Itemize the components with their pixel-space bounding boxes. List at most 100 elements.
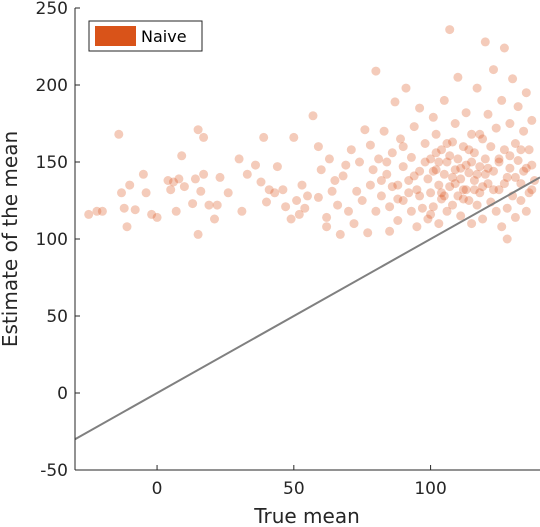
data-point	[502, 172, 512, 182]
y-tick-label: -50	[40, 461, 68, 481]
data-point	[393, 194, 403, 204]
data-point	[516, 196, 526, 205]
data-point	[453, 72, 463, 82]
data-point	[409, 171, 419, 181]
data-point	[313, 192, 323, 202]
data-point	[365, 180, 375, 190]
data-point	[292, 196, 302, 205]
data-point	[125, 180, 135, 190]
data-point	[483, 109, 493, 119]
data-point	[428, 202, 438, 212]
data-point	[469, 185, 479, 195]
data-point	[464, 145, 474, 155]
data-point	[450, 179, 460, 189]
data-point	[398, 162, 408, 172]
data-point	[177, 151, 187, 161]
data-point	[349, 219, 359, 229]
data-point	[448, 200, 457, 210]
data-point	[519, 166, 529, 176]
data-point	[467, 157, 477, 167]
data-point	[270, 188, 280, 198]
data-point	[286, 214, 296, 224]
data-point	[456, 174, 466, 184]
data-point	[193, 229, 203, 239]
data-point	[371, 206, 381, 216]
data-point	[431, 165, 441, 175]
data-point	[450, 165, 460, 175]
data-point	[428, 112, 438, 122]
data-point	[196, 186, 206, 196]
data-point	[527, 115, 537, 125]
data-point	[382, 169, 392, 179]
data-point	[412, 222, 422, 232]
data-point	[516, 145, 526, 155]
data-point	[475, 162, 485, 172]
data-point	[437, 145, 446, 155]
data-point	[303, 191, 312, 201]
data-point	[417, 203, 427, 213]
data-point	[505, 119, 515, 128]
data-point	[190, 174, 200, 184]
data-point	[259, 132, 269, 142]
data-point	[426, 154, 436, 164]
data-point	[352, 186, 362, 196]
y-tick-label: 250	[36, 0, 68, 19]
data-point	[119, 203, 129, 213]
y-tick-label: 50	[46, 307, 68, 327]
data-point	[357, 196, 367, 205]
data-point	[445, 25, 455, 35]
y-ticks: -50 0 50 100 150 200 250	[36, 0, 80, 481]
data-point	[439, 191, 449, 201]
data-point	[467, 219, 477, 229]
data-point	[368, 165, 378, 175]
data-point	[513, 156, 523, 165]
data-point	[434, 157, 444, 167]
data-point	[478, 134, 488, 144]
data-point	[322, 222, 332, 232]
data-point	[527, 160, 537, 170]
data-point	[327, 186, 337, 196]
data-point	[371, 66, 381, 76]
legend-swatch	[95, 26, 136, 46]
data-point	[365, 140, 375, 150]
data-point	[264, 185, 274, 195]
data-point	[92, 206, 102, 216]
data-point	[385, 226, 395, 236]
data-point	[478, 182, 488, 192]
y-tick-label: 200	[36, 76, 68, 96]
data-point	[212, 200, 222, 210]
data-point	[489, 166, 498, 176]
data-point	[461, 160, 471, 170]
data-point	[335, 229, 345, 239]
data-point	[437, 188, 446, 198]
data-point	[505, 163, 515, 173]
x-tick-label: 50	[283, 479, 305, 499]
data-point	[346, 145, 356, 155]
data-point	[382, 157, 392, 167]
data-point	[234, 154, 244, 164]
data-point	[461, 108, 471, 118]
data-point	[502, 234, 512, 244]
data-point	[376, 176, 386, 185]
data-point	[387, 148, 397, 158]
data-point	[404, 188, 414, 198]
y-tick-label: 0	[57, 384, 68, 404]
data-point	[396, 134, 405, 144]
data-point	[316, 165, 326, 175]
data-point	[262, 197, 271, 207]
data-point	[289, 132, 299, 142]
data-point	[489, 65, 498, 75]
data-point	[480, 154, 490, 164]
data-point	[431, 129, 441, 139]
data-point	[469, 148, 479, 158]
data-point	[448, 137, 457, 147]
data-point	[527, 185, 537, 195]
data-point	[458, 194, 468, 204]
legend: Naive	[88, 20, 203, 52]
data-point	[442, 206, 452, 216]
data-point	[179, 182, 189, 192]
data-point	[300, 203, 310, 213]
data-point	[420, 157, 430, 167]
data-point	[174, 174, 184, 184]
data-point	[510, 139, 520, 148]
